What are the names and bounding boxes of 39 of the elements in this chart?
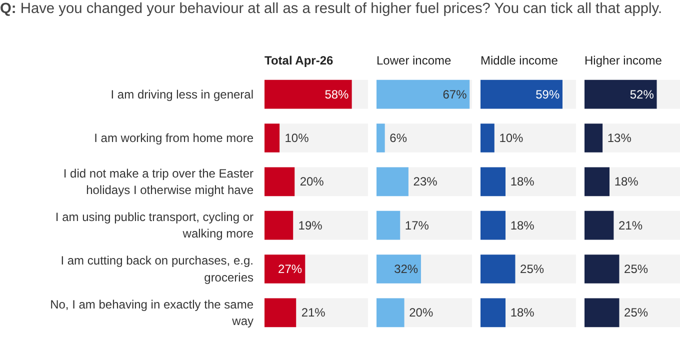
data-label: 10% [284, 131, 310, 145]
data-label: 59% [536, 87, 560, 102]
data-label: 18% [510, 306, 535, 320]
data-label: 20% [300, 174, 324, 189]
chart-title: Lower income [376, 54, 452, 68]
text: Q: Have you changed your behaviour at all as a result of higher fuel prices? You can tick all that apply. [0, 0, 662, 18]
data-label: 10% [499, 131, 524, 145]
bar [584, 124, 603, 152]
data-label: 67% [442, 87, 468, 102]
chart-title: Total Apr-26 [264, 54, 334, 68]
data-label: 58% [324, 87, 350, 102]
data-label: 21% [618, 218, 643, 232]
data-label: 18% [510, 174, 535, 189]
data-label: 17% [404, 218, 430, 232]
y-tick-label: I did not make a trip over the Easter holidays I otherwise might have [63, 166, 254, 198]
bar [376, 124, 385, 152]
chart-title: Middle income [480, 54, 558, 68]
data-label: 13% [607, 131, 632, 145]
y-tick-label: No, I am behaving in exactly the same way [50, 297, 254, 328]
data-label: 25% [624, 306, 648, 320]
data-label: 27% [278, 262, 302, 276]
data-label: 25% [520, 262, 544, 276]
data-label: 52% [630, 87, 654, 102]
y-tick-label: I am driving less in general [110, 87, 254, 102]
bar [480, 124, 494, 152]
data-label: 6% [390, 131, 408, 145]
data-label: 21% [301, 306, 326, 320]
y-tick-label: I am cutting back on purchases, e.g. groceries [60, 254, 254, 284]
data-label: 23% [413, 174, 438, 189]
data-label: 19% [298, 218, 323, 232]
y-tick-label: I am using public transport, cycling or walking more [55, 210, 254, 241]
data-label: 25% [624, 262, 648, 276]
data-label: 20% [409, 306, 434, 320]
chart-title: Higher income [584, 54, 662, 68]
bar [264, 124, 280, 152]
data-label: 18% [510, 218, 535, 232]
y-tick-label: I am working from home more [94, 131, 254, 145]
data-label: 32% [394, 262, 418, 276]
data-label: 18% [614, 174, 639, 189]
